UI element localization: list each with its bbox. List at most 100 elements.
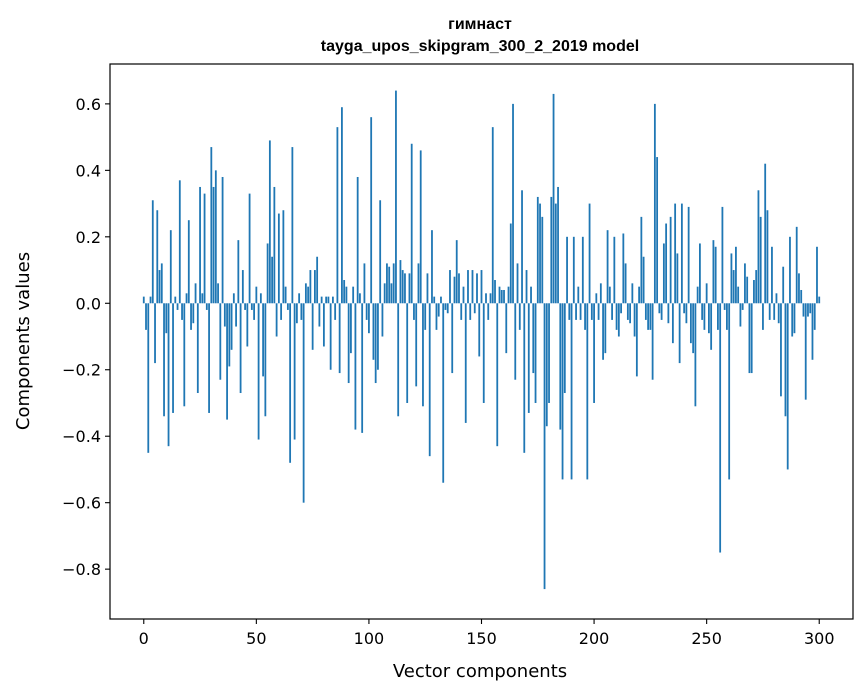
bar [392, 263, 395, 304]
bar [160, 263, 163, 304]
bar [595, 293, 598, 304]
bar [255, 286, 258, 304]
bar [176, 303, 179, 310]
x-tick-label: 100 [354, 629, 385, 648]
bar [449, 270, 451, 304]
bar [181, 303, 183, 320]
bar [363, 263, 366, 304]
bar [624, 263, 627, 304]
bar [726, 303, 728, 330]
bar [516, 263, 519, 304]
bar [426, 273, 429, 304]
bar [723, 303, 726, 310]
bar [345, 286, 348, 304]
bar [746, 276, 749, 304]
bar [183, 303, 186, 407]
bar [766, 210, 769, 304]
bar [577, 286, 580, 304]
bar [372, 303, 375, 360]
bar [597, 303, 600, 320]
bar [485, 293, 487, 304]
bar [388, 266, 391, 304]
bar [527, 303, 530, 413]
bar [336, 127, 339, 304]
bar [676, 253, 679, 304]
bar [505, 303, 508, 354]
bar [721, 206, 724, 304]
bar [379, 200, 382, 304]
bar [737, 286, 740, 304]
bar [431, 230, 433, 304]
y-axis-ticks: −0.8 −0.6 −0.4 −0.2 0.0 0.2 0.4 0.6 [62, 95, 110, 579]
bar [635, 303, 638, 377]
bar [642, 256, 645, 304]
bar [786, 303, 789, 470]
bar [575, 303, 577, 320]
bar [694, 303, 697, 407]
bar [710, 303, 713, 350]
bar [300, 303, 303, 320]
x-axis-label: Vector components [393, 661, 567, 682]
bar [570, 303, 573, 480]
bar [147, 303, 150, 453]
bar [768, 303, 771, 320]
bar [669, 216, 672, 304]
bar [593, 303, 595, 403]
bar [322, 303, 325, 347]
bar [626, 303, 629, 320]
bar [172, 303, 174, 413]
bar [311, 303, 314, 350]
bar [581, 236, 584, 304]
bar [554, 203, 557, 304]
bar [638, 286, 641, 304]
bar [644, 303, 647, 320]
bar [689, 303, 692, 344]
bar [683, 303, 686, 314]
bar [264, 303, 267, 417]
bar [410, 143, 413, 304]
bar [590, 303, 593, 320]
bar [307, 286, 310, 304]
x-tick-label: 200 [579, 629, 610, 648]
bar [149, 296, 152, 304]
bar [503, 289, 505, 304]
bar [539, 203, 541, 304]
bar [289, 303, 292, 463]
bar [617, 303, 620, 337]
bar [701, 303, 704, 320]
bar [530, 286, 532, 304]
bar [165, 303, 168, 334]
bar [205, 303, 208, 310]
bar [552, 93, 555, 304]
bar [327, 296, 330, 304]
bar-series [142, 90, 821, 590]
x-axis-ticks: 0 50 100 150 200 250 300 [139, 619, 835, 648]
bar [377, 303, 379, 370]
bar [660, 303, 663, 320]
bar [755, 270, 758, 304]
bar [536, 196, 539, 304]
bar [347, 303, 350, 384]
bar [178, 180, 181, 304]
bar [714, 246, 717, 304]
bar [453, 276, 456, 304]
bar [221, 176, 224, 304]
bar [419, 150, 422, 304]
bar [775, 293, 778, 304]
bar [696, 286, 699, 304]
bar [777, 303, 780, 324]
x-tick-label: 150 [466, 629, 497, 648]
bar [343, 280, 346, 304]
bar [795, 226, 798, 304]
bar [606, 230, 609, 304]
bar [361, 303, 364, 433]
bar [365, 303, 368, 320]
x-tick-label: 0 [139, 629, 149, 648]
bar [509, 223, 512, 304]
bar [395, 90, 397, 304]
bar [239, 303, 242, 394]
chart-subtitle: tayga_upos_skipgram_300_2_2019 model [321, 38, 639, 55]
bar [208, 303, 210, 413]
bar [563, 303, 566, 394]
bar [232, 293, 235, 304]
